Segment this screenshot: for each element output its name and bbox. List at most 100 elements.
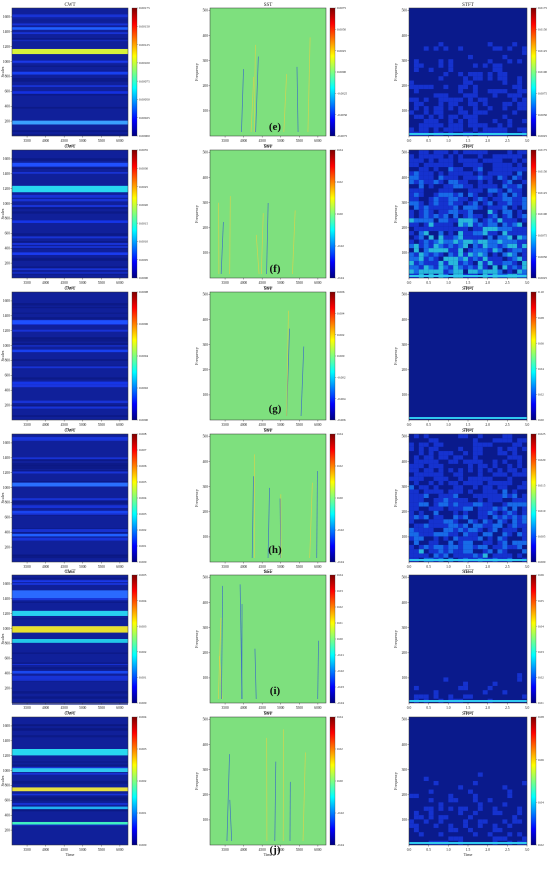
colorbar-tick-label: 0.0035 <box>139 148 148 152</box>
stft-cell <box>472 451 478 456</box>
stft-cell <box>423 239 429 244</box>
stft-cell <box>517 519 523 524</box>
cwt-band <box>12 377 128 380</box>
stft-cell <box>492 243 498 249</box>
stft-cell <box>487 205 493 210</box>
stft-cell <box>448 196 454 202</box>
y-tick-label: 400 <box>203 601 209 605</box>
stft-cell <box>448 231 454 236</box>
stft-cell <box>472 793 478 799</box>
plot-frame <box>11 291 129 421</box>
stft-cell <box>507 823 513 828</box>
x-tick-label: 3500 <box>221 423 228 427</box>
stft-cell <box>463 823 468 828</box>
stft-low-band <box>409 133 527 135</box>
cwt-band <box>12 18 128 22</box>
stft-cell <box>409 265 414 270</box>
colorbar-tick-label: 0.02 <box>538 676 544 680</box>
stft-cell <box>497 269 503 274</box>
stft-cell <box>443 269 449 274</box>
stft-cell <box>502 222 508 227</box>
stft-cell <box>507 446 513 452</box>
stft-cell <box>423 776 429 781</box>
stft-cell <box>428 451 434 456</box>
cwt-band <box>12 470 128 472</box>
stft-cell <box>502 80 508 85</box>
x-axis-label: Time <box>464 143 473 148</box>
stft-cell <box>482 226 488 232</box>
stft-cell <box>492 171 498 176</box>
stft-cell <box>428 798 434 803</box>
stft-cell <box>453 459 459 464</box>
x-tick-label: 1.0 <box>446 281 451 285</box>
stft-cell <box>477 252 483 257</box>
colorbar-tick-label: 0.0025 <box>139 185 148 189</box>
y-tick-label: 800 <box>5 501 11 505</box>
x-tick-label: 5000 <box>79 565 86 569</box>
stft-cell <box>477 214 483 219</box>
stft-cell <box>502 226 508 232</box>
colorbar-tick-label: 0.004 <box>139 599 147 603</box>
stft-cell <box>418 101 424 107</box>
stft-cell <box>492 209 498 214</box>
stft-cell <box>487 243 493 249</box>
stft-cell <box>438 252 444 257</box>
stft-cell <box>492 248 498 253</box>
stft-cell <box>413 793 419 799</box>
stft-cell <box>428 114 434 119</box>
stft-cell <box>433 214 439 219</box>
sst-ridge <box>253 44 256 133</box>
stft-cell <box>423 472 429 477</box>
stft-cell <box>413 84 419 90</box>
stft-cell <box>482 123 488 128</box>
stft-cell <box>477 468 483 473</box>
stft-cell <box>413 694 419 699</box>
y-tick-label: 300 <box>203 59 209 63</box>
stft-cell <box>487 498 493 503</box>
stft-cell <box>428 472 434 477</box>
stft-cell <box>482 523 488 528</box>
stft-cell <box>448 798 454 803</box>
y-tick-label: 300 <box>402 768 408 772</box>
y-tick-label: 1400 <box>3 172 10 176</box>
stft-cell <box>477 154 483 159</box>
stft-cell <box>472 222 478 227</box>
stft-cell <box>438 175 444 180</box>
cwt-band <box>12 266 128 270</box>
y-tick-label: 1200 <box>3 329 10 333</box>
plot-title: SST <box>264 429 273 434</box>
y-tick-label: 500 <box>203 576 209 580</box>
stft-cell <box>472 248 478 253</box>
cwt-band <box>12 366 128 369</box>
stft-cell <box>477 480 483 486</box>
cwt-band <box>12 211 128 214</box>
stft-cell <box>492 239 498 244</box>
y-tick-label: 500 <box>402 435 408 439</box>
stft-cell <box>522 256 527 261</box>
stft-cell <box>497 243 503 249</box>
stft-cell <box>463 544 468 550</box>
y-axis-label: Frequency <box>194 204 199 223</box>
stft-cell <box>477 231 483 236</box>
cwt-band <box>12 512 128 515</box>
colorbar-tick-label: 0.0175 <box>538 148 547 152</box>
stft-cell <box>492 188 498 193</box>
stft-cell <box>507 218 513 223</box>
stft-cell <box>512 815 518 820</box>
stft-cell <box>433 781 439 786</box>
sst-ridge <box>292 210 296 275</box>
stft-cell <box>448 694 454 699</box>
cwt-band <box>12 345 128 347</box>
colorbar-tick-label: 0.06 <box>538 573 544 577</box>
stft-cell <box>409 446 414 452</box>
y-tick-label: 1600 <box>3 157 10 161</box>
plot-title: CWT <box>64 570 75 575</box>
stft-cell <box>472 519 478 524</box>
stft-cell <box>433 201 439 206</box>
stft-cell <box>423 243 429 249</box>
stft-cell <box>418 150 424 155</box>
stft-cell <box>409 201 414 206</box>
stft-cell <box>502 260 508 266</box>
